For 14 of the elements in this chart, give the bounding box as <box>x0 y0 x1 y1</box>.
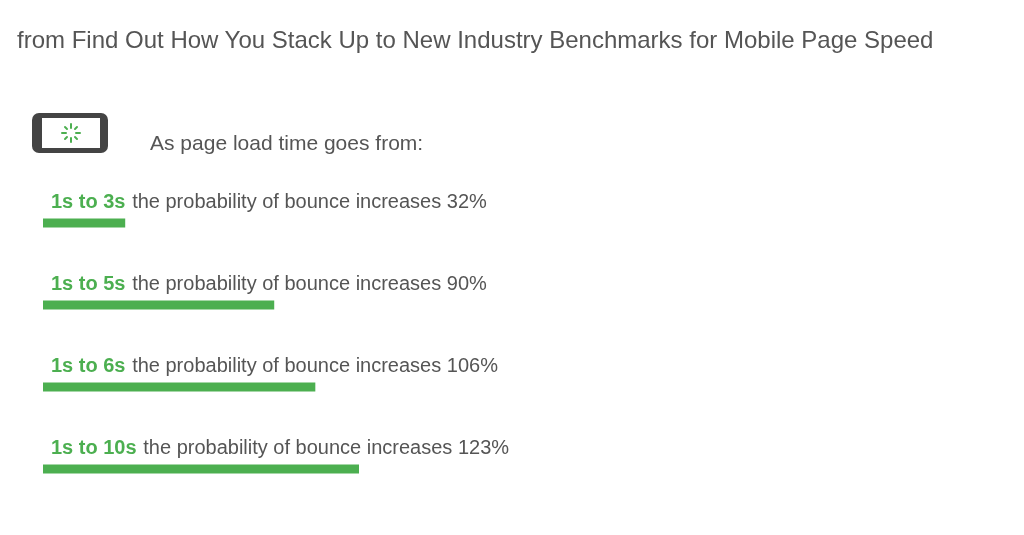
bar <box>43 464 359 474</box>
data-label: the probability of bounce increases 123% <box>143 436 510 458</box>
data-label: the probability of bounce increases 32% <box>132 190 488 212</box>
data-label: the probability of bounce increases 90% <box>132 272 488 294</box>
y-tick-label: 1s to 3s <box>51 190 126 212</box>
chart-subtitle: As page load time goes from: <box>150 131 424 154</box>
bar <box>43 218 126 228</box>
data-label: the probability of bounce increases 106% <box>132 354 499 376</box>
bar <box>43 382 316 392</box>
y-tick-label: 1s to 6s <box>51 354 126 376</box>
bar <box>43 300 275 310</box>
text: from Find Out How You Stack Up to New Industry Benchmarks for Mobile Page Speed <box>17 25 934 53</box>
y-tick-label: 1s to 10s <box>51 436 137 458</box>
y-tick-label: 1s to 5s <box>51 272 126 294</box>
